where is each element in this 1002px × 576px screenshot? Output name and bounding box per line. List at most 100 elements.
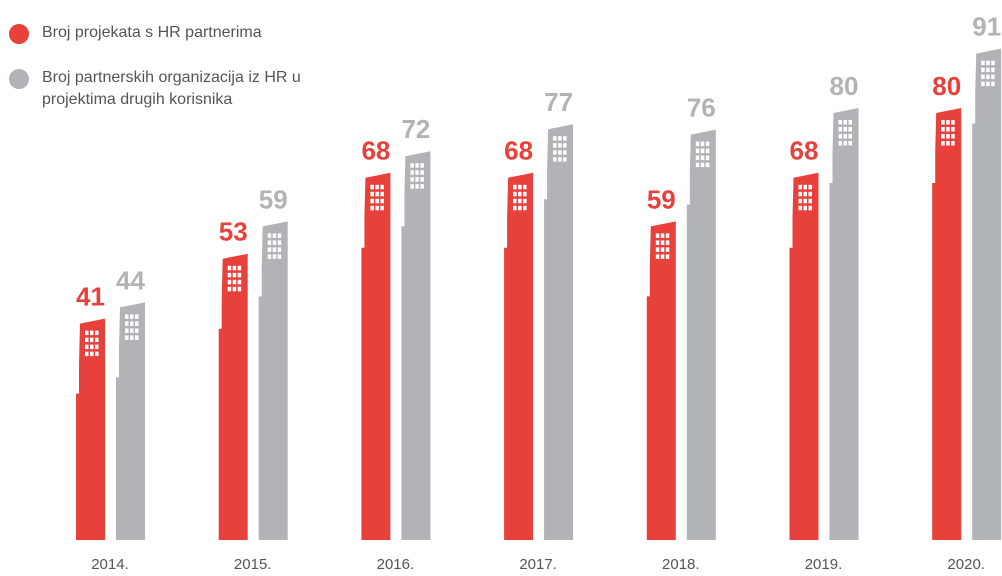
bar: [401, 151, 431, 540]
window: [415, 184, 419, 189]
value-label: 72: [401, 114, 430, 144]
window: [991, 81, 995, 87]
window: [553, 136, 557, 141]
window: [518, 191, 522, 197]
window: [941, 127, 945, 132]
window: [125, 321, 129, 326]
window: [227, 279, 232, 285]
window: [380, 191, 384, 197]
window: [986, 81, 990, 87]
window: [237, 279, 242, 285]
window: [941, 141, 945, 146]
window: [700, 141, 705, 147]
window: [130, 335, 134, 340]
window: [705, 162, 710, 168]
value-label: 53: [219, 217, 248, 247]
value-label: 68: [361, 136, 390, 166]
value-label: 68: [504, 136, 533, 166]
bar: [361, 172, 391, 541]
window: [232, 286, 237, 292]
x-tick-label: 2015.: [234, 556, 272, 573]
window: [130, 321, 134, 326]
window: [95, 337, 99, 343]
window: [655, 240, 660, 245]
window: [237, 272, 242, 278]
window: [523, 191, 527, 197]
window: [410, 177, 414, 182]
window: [553, 150, 557, 155]
window: [415, 170, 419, 175]
window: [655, 233, 660, 238]
window: [946, 134, 950, 139]
window: [410, 184, 414, 189]
window: [135, 328, 139, 333]
window: [563, 136, 567, 141]
window: [843, 134, 847, 139]
window: [95, 351, 99, 357]
bar: [646, 221, 676, 540]
window: [986, 74, 990, 80]
window: [523, 205, 527, 211]
window: [798, 191, 802, 197]
window: [267, 233, 272, 238]
x-tick-label: 2014.: [91, 556, 129, 573]
value-label: 91: [972, 11, 1001, 41]
window: [90, 337, 94, 343]
window: [277, 233, 282, 238]
window: [695, 141, 700, 147]
bar: [972, 48, 1002, 540]
window: [660, 233, 665, 238]
window: [946, 127, 950, 132]
window: [232, 279, 237, 285]
window: [90, 344, 94, 350]
window: [848, 127, 852, 132]
window: [848, 120, 852, 125]
window: [370, 184, 374, 190]
window: [410, 163, 414, 168]
window: [700, 148, 705, 154]
x-tick-label: 2017.: [519, 556, 557, 573]
window: [90, 330, 94, 336]
window: [272, 240, 277, 245]
window: [370, 198, 374, 204]
window: [227, 272, 232, 278]
window: [125, 314, 129, 319]
window: [838, 120, 842, 125]
window: [513, 198, 517, 204]
value-label: 77: [544, 87, 573, 117]
window: [420, 184, 424, 189]
window: [951, 127, 955, 132]
value-label: 41: [76, 281, 105, 311]
window: [660, 254, 665, 259]
window: [272, 254, 277, 259]
window: [135, 321, 139, 326]
window: [808, 191, 812, 197]
window: [798, 198, 802, 204]
window: [125, 335, 129, 340]
window: [803, 205, 807, 211]
window: [660, 240, 665, 245]
window: [946, 141, 950, 146]
window: [277, 247, 282, 252]
window: [986, 67, 990, 73]
window: [838, 134, 842, 139]
window: [523, 184, 527, 190]
bar: [76, 318, 105, 540]
legend-marker: [9, 69, 29, 89]
window: [695, 148, 700, 154]
window: [665, 233, 670, 238]
bar: [544, 124, 574, 540]
window: [375, 184, 379, 190]
window: [513, 205, 517, 211]
window: [803, 198, 807, 204]
window: [125, 328, 129, 333]
window: [267, 240, 272, 245]
window: [991, 74, 995, 80]
value-label: 68: [790, 136, 819, 166]
window: [981, 74, 985, 80]
window: [518, 198, 522, 204]
window: [513, 191, 517, 197]
bar: [932, 108, 962, 540]
window: [267, 254, 272, 259]
